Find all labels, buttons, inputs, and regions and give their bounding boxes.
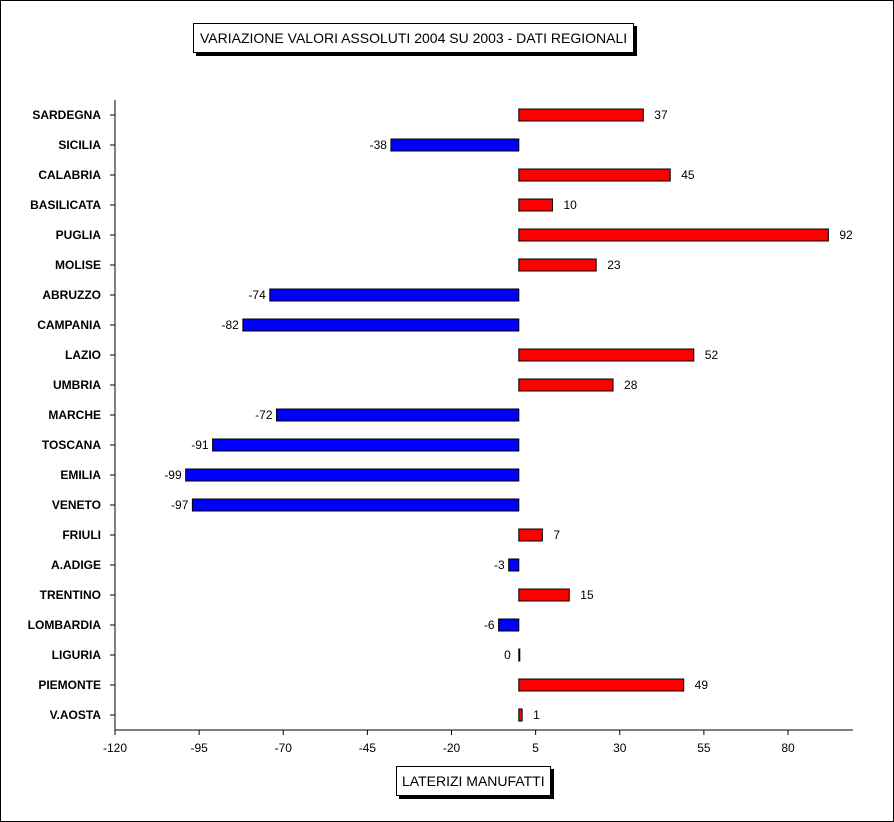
data-label: 1 bbox=[533, 708, 540, 722]
category-label: CAMPANIA bbox=[37, 318, 101, 332]
chart-title: VARIAZIONE VALORI ASSOLUTI 2004 SU 2003 … bbox=[193, 23, 635, 53]
bar bbox=[518, 168, 671, 182]
data-label: 23 bbox=[607, 258, 621, 272]
data-label: -97 bbox=[171, 498, 189, 512]
data-label: 28 bbox=[624, 378, 638, 392]
data-label: 49 bbox=[695, 678, 709, 692]
category-label: SARDEGNA bbox=[32, 108, 101, 122]
category-label: TOSCANA bbox=[42, 438, 101, 452]
x-tick-label: 80 bbox=[781, 741, 795, 755]
category-label: PIEMONTE bbox=[38, 678, 101, 692]
bar bbox=[191, 498, 520, 512]
bar bbox=[242, 318, 520, 332]
data-label: -99 bbox=[164, 468, 182, 482]
data-label: -6 bbox=[484, 618, 495, 632]
category-label: FRIULI bbox=[62, 528, 101, 542]
x-tick-label: 5 bbox=[532, 741, 539, 755]
x-tick-label: 30 bbox=[613, 741, 627, 755]
x-tick-label: -20 bbox=[443, 741, 461, 755]
category-label: LOMBARDIA bbox=[28, 618, 102, 632]
data-label: 37 bbox=[654, 108, 668, 122]
bar bbox=[212, 438, 520, 452]
category-label: LAZIO bbox=[65, 348, 101, 362]
bar bbox=[518, 258, 597, 272]
category-label: BASILICATA bbox=[30, 198, 101, 212]
category-label: EMILIA bbox=[60, 468, 101, 482]
bar bbox=[185, 468, 520, 482]
x-tick-label: 55 bbox=[697, 741, 711, 755]
category-label: MARCHE bbox=[48, 408, 101, 422]
bar bbox=[518, 348, 695, 362]
data-label: -91 bbox=[191, 438, 209, 452]
bar bbox=[498, 618, 520, 632]
category-label: LIGURIA bbox=[52, 648, 102, 662]
data-label: 92 bbox=[839, 228, 853, 242]
bar bbox=[518, 708, 523, 722]
x-tick-label: -70 bbox=[275, 741, 293, 755]
data-label: -74 bbox=[248, 288, 266, 302]
data-label: -38 bbox=[370, 138, 388, 152]
data-label: 15 bbox=[580, 588, 594, 602]
bar bbox=[518, 198, 553, 212]
bar bbox=[518, 378, 614, 392]
category-label: UMBRIA bbox=[53, 378, 101, 392]
category-label: VENETO bbox=[52, 498, 101, 512]
category-label: A.ADIGE bbox=[51, 558, 101, 572]
bar bbox=[518, 678, 685, 692]
bar bbox=[518, 108, 644, 122]
x-axis-label: LATERIZI MANUFATTI bbox=[396, 766, 551, 796]
category-label: TRENTINO bbox=[40, 588, 101, 602]
x-tick-label: -95 bbox=[190, 741, 208, 755]
bar bbox=[390, 138, 520, 152]
data-label: 7 bbox=[553, 528, 560, 542]
x-tick-label: -45 bbox=[359, 741, 377, 755]
data-label: 45 bbox=[681, 168, 695, 182]
category-label: CALABRIA bbox=[38, 168, 101, 182]
bar bbox=[518, 528, 543, 542]
category-label: ABRUZZO bbox=[42, 288, 101, 302]
data-label: -82 bbox=[222, 318, 240, 332]
category-label: MOLISE bbox=[55, 258, 101, 272]
category-label: PUGLIA bbox=[56, 228, 102, 242]
category-label: SICILIA bbox=[58, 138, 101, 152]
bar bbox=[518, 228, 829, 242]
data-label: -72 bbox=[255, 408, 273, 422]
data-label: 52 bbox=[705, 348, 719, 362]
data-label: 10 bbox=[563, 198, 577, 212]
data-label: 0 bbox=[504, 648, 511, 662]
x-tick-label: -120 bbox=[103, 741, 127, 755]
bar bbox=[508, 558, 520, 572]
data-label: -3 bbox=[494, 558, 505, 572]
category-label: V.AOSTA bbox=[50, 708, 102, 722]
bar bbox=[276, 408, 520, 422]
bar bbox=[518, 588, 570, 602]
bar bbox=[269, 288, 520, 302]
bar bbox=[518, 648, 521, 662]
